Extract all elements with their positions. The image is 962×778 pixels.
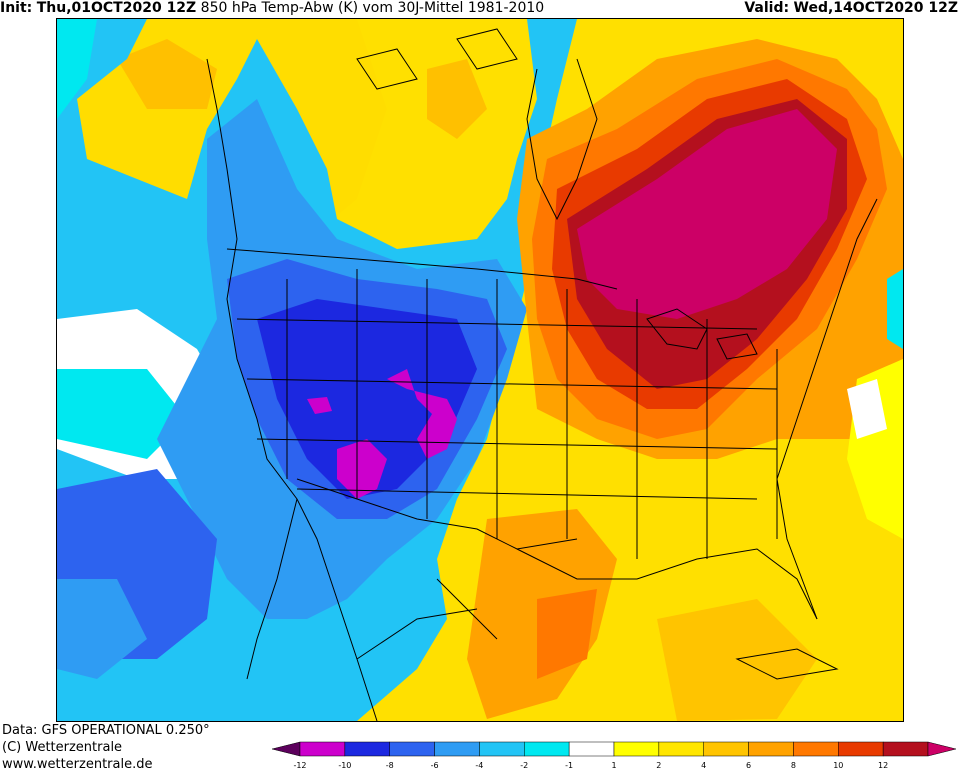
gulf-coastline xyxy=(516,548,818,620)
website-line: www.wetterzentrale.de xyxy=(2,757,153,772)
legend-tick-label: -8 xyxy=(386,761,394,770)
valid-value: Wed,14OCT2020 12Z xyxy=(793,0,958,16)
legend-bin xyxy=(882,741,929,757)
legend-bin xyxy=(658,741,704,757)
legend-tick-label: -1 xyxy=(565,761,573,770)
us-mexico-border xyxy=(296,478,578,550)
legend-tick-label: 2 xyxy=(656,761,661,770)
legend-bin xyxy=(479,741,525,757)
legend-tick-label: 4 xyxy=(701,761,706,770)
east-coastline xyxy=(776,198,878,620)
valid-label: Valid: xyxy=(744,0,790,16)
chart-header: Init: Thu,01OCT2020 12Z 850 hPa Temp-Abw… xyxy=(0,0,962,18)
dark-orange-mexico xyxy=(537,589,597,679)
legend-tick-label: 6 xyxy=(746,761,751,770)
legend-tick-label: 8 xyxy=(791,761,796,770)
cyan-band-west xyxy=(57,369,187,459)
cold-core-magenta xyxy=(387,369,457,459)
chart-title: 850 hPa Temp-Abw (K) vom 30J-Mittel 1981… xyxy=(200,0,545,16)
legend-tick-label: -4 xyxy=(475,761,483,770)
orange-patch-west xyxy=(117,39,217,109)
color-legend: -12 -10 -8 -6 -4 -2 -1 1 2 4 6 8 10 12 xyxy=(270,740,960,778)
cuba-outline xyxy=(735,648,839,680)
legend-bin xyxy=(613,741,660,757)
legend-tick-label: -12 xyxy=(293,761,306,770)
hudson-bay-coast xyxy=(526,58,598,221)
color-legend-svg: -12 -10 -8 -6 -4 -2 -1 1 2 4 6 8 10 12 xyxy=(271,741,957,770)
great-lakes xyxy=(646,308,758,360)
legend-bin xyxy=(344,741,390,757)
init-value: Thu,01OCT2020 12Z xyxy=(36,0,197,16)
legend-tick-label: -6 xyxy=(431,761,439,770)
cold-core-magenta-south xyxy=(337,439,387,499)
legend-tick-label: -10 xyxy=(338,761,351,770)
white-atlantic xyxy=(847,379,887,439)
orange-patch-north xyxy=(427,59,487,139)
us-canada-border xyxy=(226,248,618,290)
copyright-line: (C) Wetterzentrale xyxy=(2,740,123,755)
legend-bin xyxy=(524,741,570,757)
cyan-atlantic xyxy=(887,269,903,349)
legend-bin xyxy=(434,741,480,757)
legend-bin xyxy=(703,741,749,757)
header-right: Valid: Wed,14OCT2020 12Z xyxy=(744,0,958,16)
legend-bin xyxy=(793,741,839,757)
legend-bin xyxy=(271,741,301,757)
mexico-state-lines xyxy=(356,578,498,660)
cyan-light-nw xyxy=(57,19,97,119)
legend-tick-label: 1 xyxy=(611,761,616,770)
data-source-line: Data: GFS OPERATIONAL 0.250° xyxy=(2,723,210,738)
legend-bin xyxy=(299,741,346,757)
cold-core-magenta-west xyxy=(307,397,332,414)
anomaly-map-svg xyxy=(57,19,903,721)
anomaly-map xyxy=(56,18,904,722)
legend-bin xyxy=(568,741,615,757)
map-borders xyxy=(206,28,878,721)
baja-coastline xyxy=(246,498,298,680)
legend-tick-label: 12 xyxy=(878,761,888,770)
orange-gulf xyxy=(657,599,817,721)
blue-far-southwest xyxy=(57,579,147,679)
header-left: Init: Thu,01OCT2020 12Z 850 hPa Temp-Abw… xyxy=(0,0,544,16)
west-coastline xyxy=(206,58,378,721)
init-label: Init: xyxy=(0,0,33,16)
legend-bin xyxy=(389,741,435,757)
state-lines-vertical xyxy=(286,269,778,559)
state-lines-horizontal xyxy=(236,318,778,500)
legend-bin xyxy=(838,741,884,757)
arctic-islands xyxy=(356,28,518,90)
legend-bin xyxy=(927,741,957,757)
legend-bin xyxy=(748,741,794,757)
legend-tick-label: -2 xyxy=(520,761,528,770)
legend-tick-label: 10 xyxy=(833,761,843,770)
warm-core-magenta xyxy=(577,109,837,319)
data-source-block: Data: GFS OPERATIONAL 0.250° (C) Wetterz… xyxy=(2,722,210,773)
